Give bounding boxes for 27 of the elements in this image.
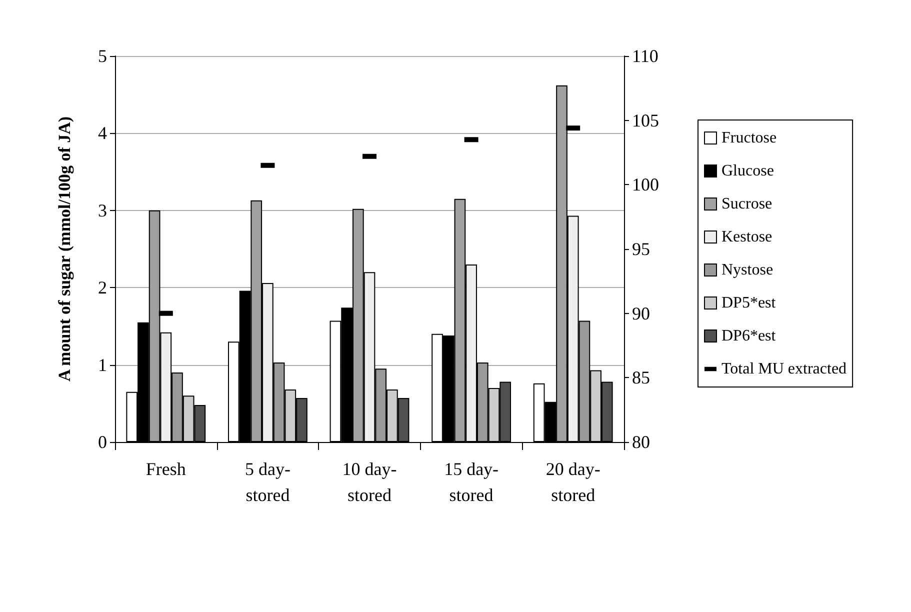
y-tick-label: 2 — [98, 278, 107, 298]
x-tick-label: 20 day-stored — [546, 459, 600, 505]
y-tick-label: 4 — [98, 123, 107, 144]
x-tick-label: 5 day-stored — [244, 459, 290, 505]
y-tick-label: 3 — [98, 200, 107, 220]
legend-label: DP6*est — [722, 328, 776, 344]
x-tick-label: 15 day-stored — [444, 459, 499, 505]
legend-label: Total MU extracted — [722, 360, 847, 378]
y-axis-title: A mount of sugar (mmol/100g of JA) — [55, 116, 74, 382]
y2-tick-label: 80 — [632, 432, 650, 452]
legend-label: Fructose — [722, 130, 777, 146]
y2-tick-label: 110 — [632, 46, 658, 66]
y2-tick-label: 85 — [632, 368, 650, 388]
legend-label: Sucrose — [722, 196, 772, 212]
y2-tick-label: 95 — [632, 239, 650, 259]
legend-label: Glucose — [722, 162, 774, 180]
y-tick-label: 0 — [98, 432, 107, 452]
y2-tick-label: 100 — [632, 174, 659, 195]
y2-tick-label: 90 — [632, 303, 650, 324]
x-tick-label: 10 day-stored — [342, 459, 397, 505]
x-tick-label: Fresh — [146, 459, 186, 479]
legend-label: Kestose — [722, 228, 772, 246]
y-tick-label: 1 — [98, 354, 107, 375]
y2-tick-label: 105 — [632, 110, 659, 130]
legend-label: Nystose — [722, 262, 774, 278]
legend-label: DP5*est — [722, 294, 776, 312]
y-tick-label: 5 — [98, 46, 107, 66]
